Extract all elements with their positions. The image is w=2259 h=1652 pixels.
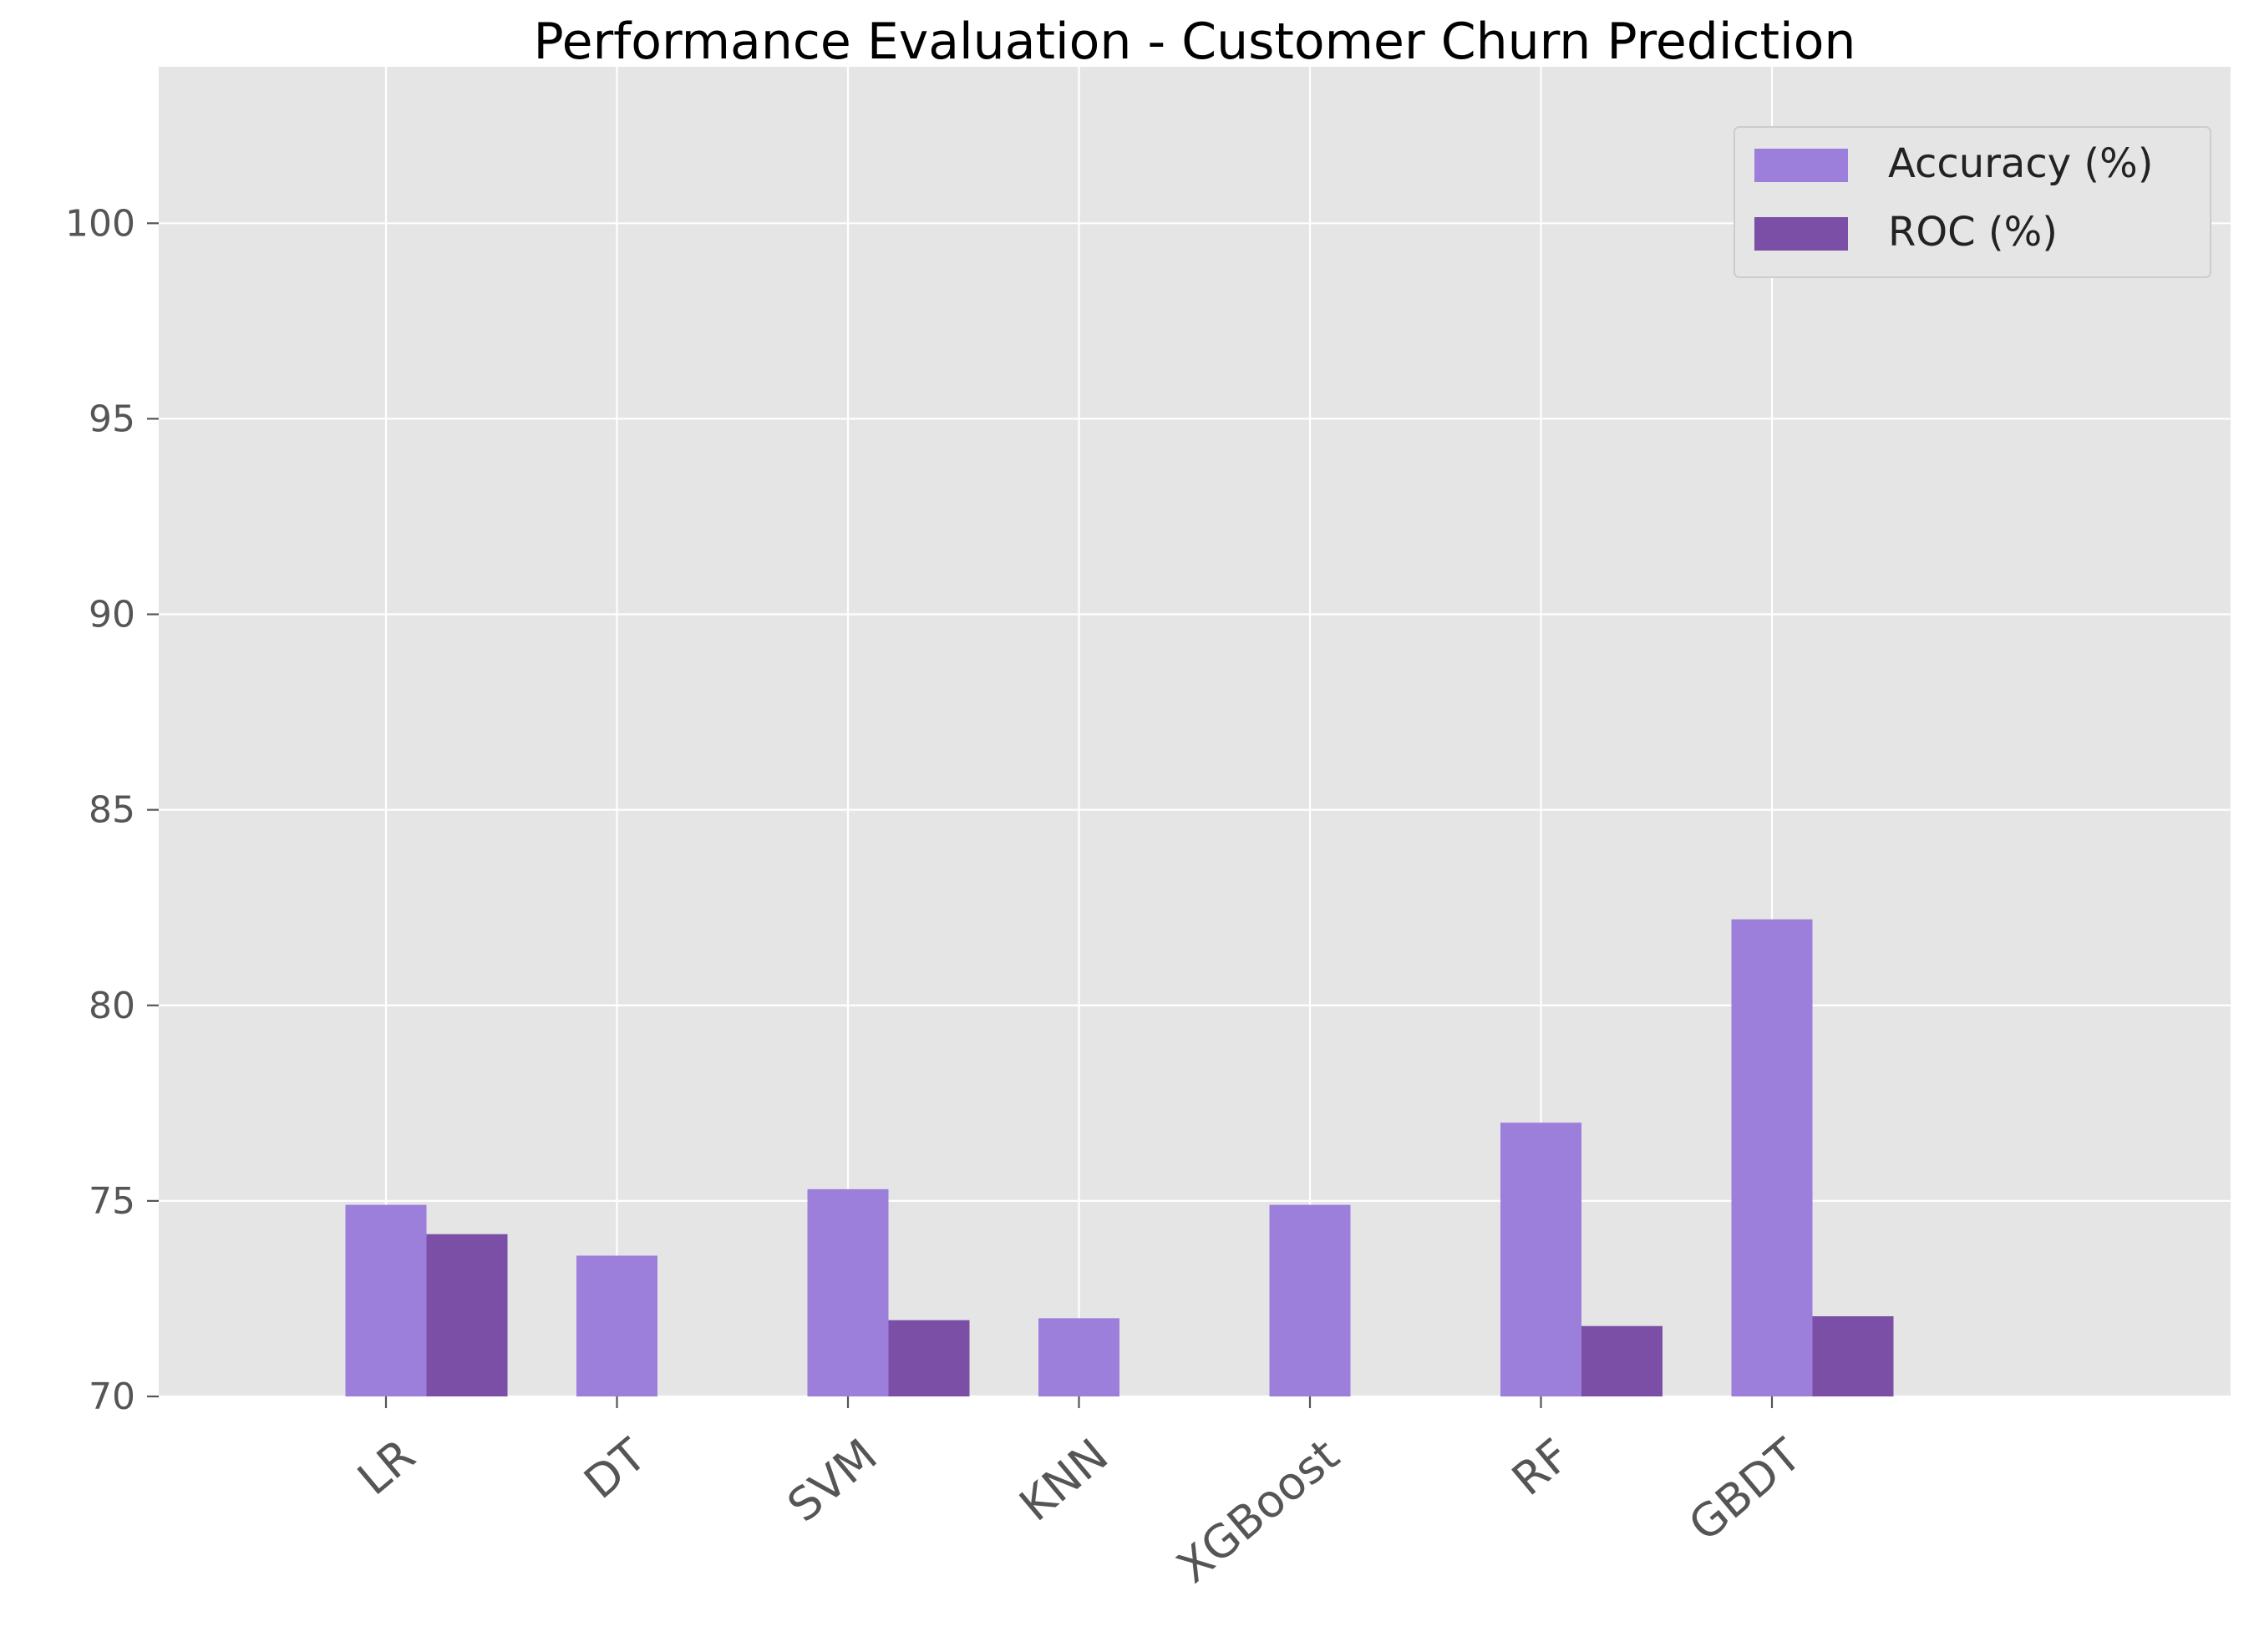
accuracy-bar-lr	[345, 1204, 427, 1396]
accuracy-bar-knn	[1038, 1318, 1119, 1396]
legend-box	[1734, 126, 2211, 278]
roc-bar-svm	[888, 1320, 970, 1396]
roc-bar-gbdt	[1812, 1316, 1894, 1396]
roc-bar-rf	[1581, 1325, 1663, 1396]
chart-title: Performance Evaluation - Customer Churn …	[534, 13, 1856, 71]
y-tick-label: 80	[89, 985, 135, 1027]
x-tick-label: RF	[1502, 1429, 1580, 1506]
plot-background	[159, 67, 2231, 1396]
bars	[345, 919, 1894, 1396]
grid-lines	[159, 67, 2231, 1398]
legend-label: ROC (%)	[1888, 209, 2058, 256]
accuracy-bar-gbdt	[1731, 919, 1813, 1396]
accuracy-bar-xgboost	[1269, 1204, 1351, 1396]
y-tick-label: 85	[89, 789, 135, 832]
x-tick-label: GBDT	[1679, 1428, 1812, 1552]
x-tick-label: SVM	[778, 1429, 887, 1533]
y-tick-label: 70	[89, 1376, 135, 1418]
accuracy-bar-dt	[576, 1255, 657, 1396]
x-tick-label: DT	[575, 1428, 657, 1509]
roc-bar-lr	[426, 1234, 508, 1396]
x-tick-label: KNN	[1010, 1429, 1119, 1532]
legend-label: Accuracy (%)	[1888, 140, 2153, 187]
legend: Accuracy (%) ROC (%)	[1734, 126, 2211, 278]
legend-swatch	[1754, 149, 1848, 182]
legend-swatch	[1754, 217, 1848, 251]
y-tick-label: 95	[89, 398, 135, 440]
y-tick-label: 75	[89, 1180, 135, 1223]
accuracy-bar-svm	[807, 1188, 889, 1396]
accuracy-bar-rf	[1500, 1122, 1581, 1396]
x-tick-label: XGBoost	[1167, 1429, 1349, 1594]
y-tick-label: 90	[89, 594, 135, 636]
x-tick-label: LR	[348, 1429, 424, 1506]
y-tick-label: 100	[65, 202, 135, 245]
